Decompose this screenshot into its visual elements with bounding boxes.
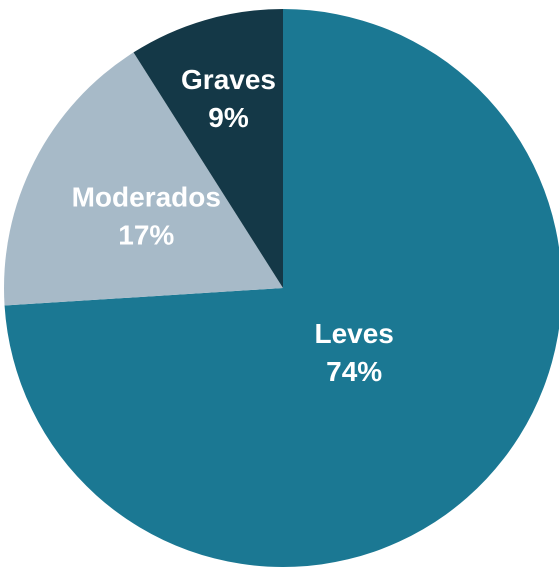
slice-label: Moderados	[72, 182, 221, 213]
slice-value: 74%	[326, 356, 382, 387]
slice-label: Leves	[314, 318, 393, 349]
pie-slice	[3, 52, 283, 306]
slice-value: 17%	[118, 220, 174, 251]
slice-label: Graves	[181, 64, 276, 95]
pie-slice	[133, 9, 283, 288]
pie-slice	[4, 9, 559, 567]
slice-value: 9%	[208, 102, 249, 133]
